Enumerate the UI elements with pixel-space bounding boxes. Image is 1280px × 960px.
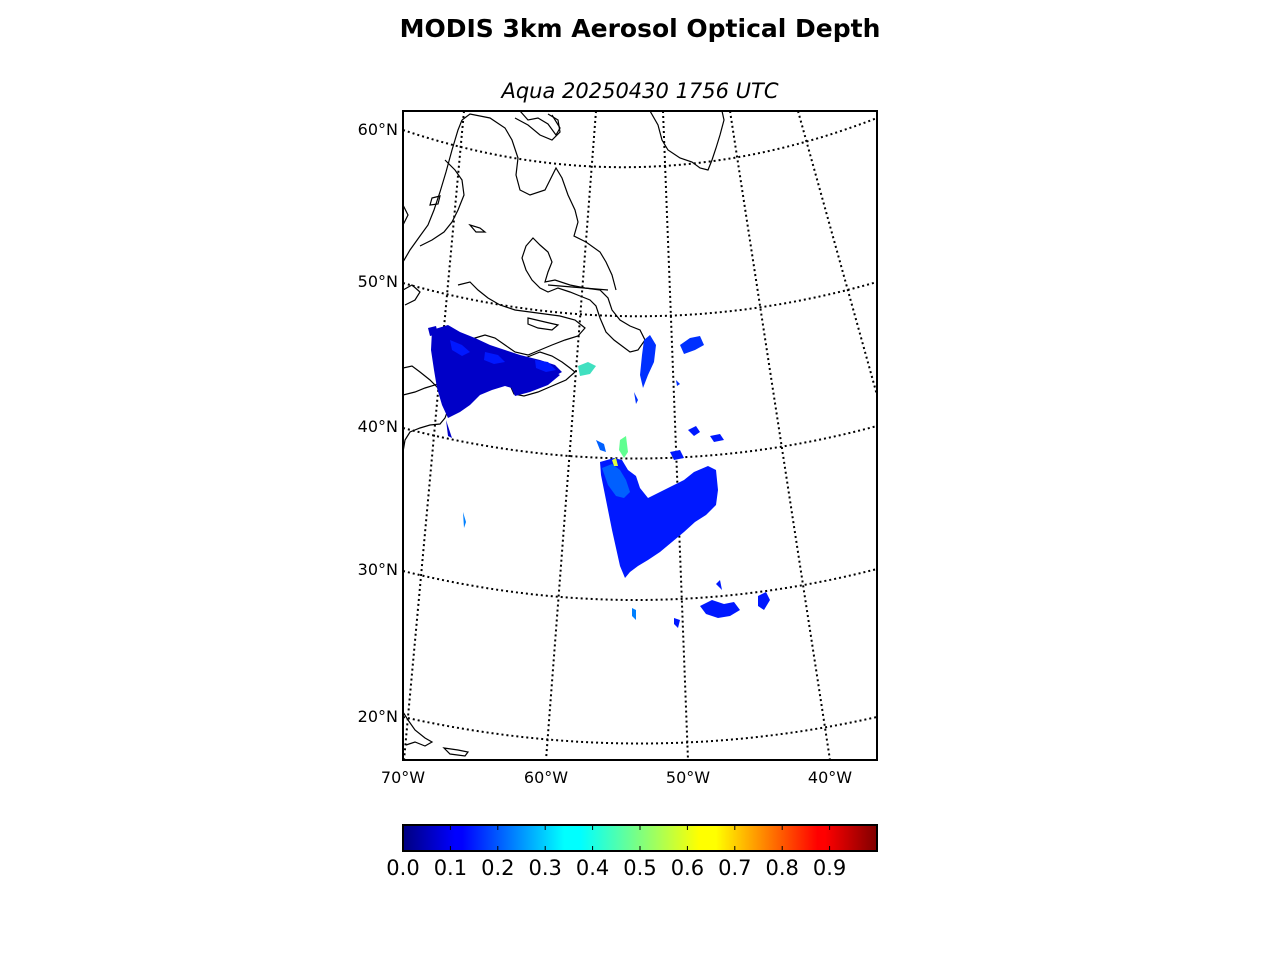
aod-swath-south bbox=[674, 580, 770, 628]
aod-yellow-patch bbox=[612, 458, 618, 466]
parallel-60n bbox=[403, 117, 877, 169]
coastline-baffin bbox=[519, 111, 561, 137]
colorbar-label: 0.7 bbox=[718, 856, 751, 880]
aod-swath-maritimes bbox=[428, 325, 562, 438]
coastlines bbox=[403, 111, 725, 757]
meridian-70w bbox=[403, 111, 465, 760]
graticule-meridians bbox=[403, 111, 877, 760]
map-subtitle: Aqua 20250430 1756 UTC bbox=[501, 79, 779, 103]
figure-title: MODIS 3km Aerosol Optical Depth bbox=[399, 14, 881, 43]
lat-label-30n: 30°N bbox=[358, 560, 398, 579]
aod-swath-newfoundland-offshore bbox=[634, 335, 704, 404]
colorbar-label: 0.3 bbox=[528, 856, 561, 880]
parallel-20n bbox=[403, 716, 877, 745]
map-area bbox=[403, 111, 877, 760]
map-frame bbox=[402, 110, 878, 761]
lon-labels: 70°W 60°W 50°W 40°W bbox=[381, 768, 852, 787]
colorbar-label: 0.1 bbox=[434, 856, 467, 880]
colorbar-label: 0.6 bbox=[671, 856, 704, 880]
parallel-50n bbox=[403, 281, 877, 318]
lat-label-60n: 60°N bbox=[358, 120, 398, 139]
lon-label-50w: 50°W bbox=[666, 768, 710, 787]
meridian-50w bbox=[662, 111, 689, 760]
aod-green-patch bbox=[619, 436, 628, 458]
colorbar-label: 0.9 bbox=[813, 856, 846, 880]
meridian-60w bbox=[545, 111, 597, 760]
coastline-hudson-inner bbox=[419, 159, 465, 247]
colorbar-label: 0.4 bbox=[576, 856, 609, 880]
lat-label-20n: 20°N bbox=[358, 707, 398, 726]
meridian-30w bbox=[797, 111, 877, 396]
lat-label-50n: 50°N bbox=[358, 272, 398, 291]
coastline-anticosti bbox=[527, 317, 560, 331]
lon-label-70w: 70°W bbox=[381, 768, 425, 787]
coastline-south bbox=[403, 711, 434, 747]
aod-swath-maritimes-mid bbox=[450, 340, 556, 372]
coastline-newfoundland bbox=[521, 237, 646, 353]
coastline-hudson-east bbox=[403, 119, 463, 263]
lat-label-40n: 40°N bbox=[358, 417, 398, 436]
colorbar-label: 0.8 bbox=[765, 856, 798, 880]
lake-1 bbox=[468, 223, 487, 233]
lon-label-60w: 60°W bbox=[524, 768, 568, 787]
aod-data bbox=[428, 325, 770, 628]
coastline-bahamas bbox=[442, 747, 470, 757]
coastline-ungava bbox=[514, 113, 561, 141]
graticule-parallels bbox=[403, 117, 877, 745]
colorbar-label: 0.0 bbox=[386, 856, 419, 880]
aod-swath-central bbox=[600, 426, 724, 578]
colorbar-label: 0.2 bbox=[481, 856, 514, 880]
lake-2 bbox=[429, 195, 441, 206]
lat-labels: 60°N 50°N 40°N 30°N 20°N bbox=[358, 120, 398, 726]
coastline-greenland bbox=[649, 111, 725, 171]
colorbar-ticks bbox=[402, 825, 831, 851]
parallel-40n bbox=[403, 425, 877, 460]
aod-cyan-patch bbox=[578, 362, 596, 376]
lon-label-40w: 40°W bbox=[808, 768, 852, 787]
parallel-30n bbox=[403, 568, 877, 601]
aod-swath-central-light bbox=[596, 440, 630, 498]
colorbar-labels: 0.0 0.1 0.2 0.3 0.4 0.5 0.6 0.7 0.8 0.9 bbox=[386, 856, 846, 880]
coastline-west-edge-2 bbox=[403, 284, 421, 306]
colorbar: 0.0 0.1 0.2 0.3 0.4 0.5 0.6 0.7 0.8 0.9 bbox=[386, 824, 878, 880]
aod-swath-south-light bbox=[463, 512, 636, 620]
coastline-gulf-st-lawrence bbox=[457, 281, 586, 356]
colorbar-label: 0.5 bbox=[623, 856, 656, 880]
coastline-west-edge bbox=[403, 204, 409, 226]
coastline-labrador bbox=[461, 113, 617, 291]
border-quebec-labrador bbox=[547, 284, 609, 291]
meridian-40w bbox=[729, 111, 831, 760]
